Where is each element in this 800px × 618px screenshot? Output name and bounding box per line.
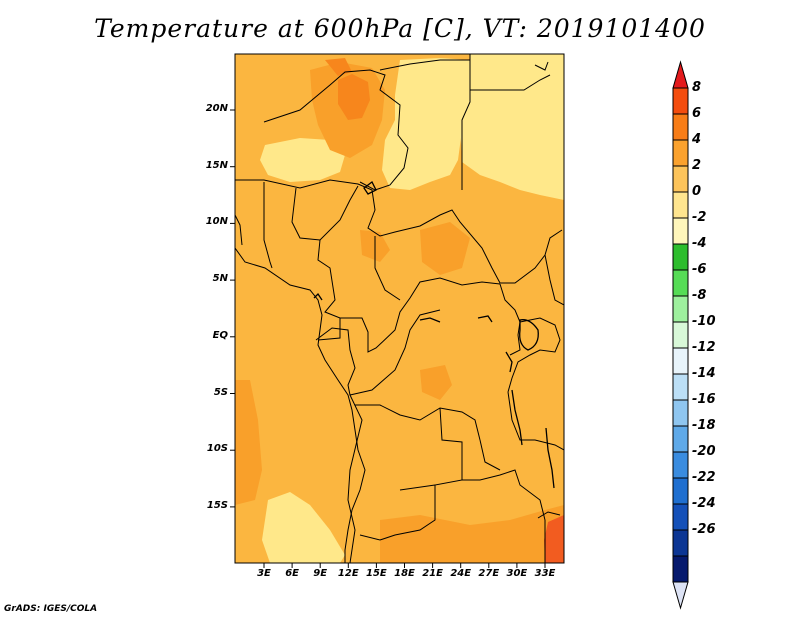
lat-label: EQ bbox=[212, 329, 228, 341]
field-region-warm bbox=[420, 222, 470, 275]
field-region-cool bbox=[382, 58, 470, 190]
colorbar-segment bbox=[672, 425, 689, 453]
lon-label: 21E bbox=[422, 568, 443, 579]
map-title: Temperature at 600hPa [C], VT: 201910140… bbox=[94, 14, 706, 43]
colorbar-label: 6 bbox=[692, 106, 702, 121]
lake-volta bbox=[313, 292, 323, 301]
colorbar bbox=[672, 60, 689, 610]
lat-label: 20N bbox=[205, 103, 228, 114]
lon-label: 24E bbox=[450, 568, 472, 579]
colorbar-segment bbox=[672, 555, 689, 583]
longitude-ticks bbox=[263, 563, 546, 568]
lat-label: 15N bbox=[205, 159, 228, 171]
lake-edward bbox=[505, 351, 513, 373]
colorbar-segment bbox=[672, 139, 689, 167]
map-frame bbox=[234, 53, 565, 564]
lon-label: 27E bbox=[478, 568, 500, 579]
colorbar-label: 4 bbox=[692, 132, 702, 147]
colorbar-segment bbox=[672, 295, 689, 323]
colorbar-segment bbox=[672, 399, 689, 427]
lat-label: 5N bbox=[212, 273, 228, 285]
lon-label: 3E bbox=[257, 568, 271, 579]
colorbar-segment bbox=[672, 243, 689, 271]
colorbar-segment bbox=[672, 269, 689, 297]
lake-victoria bbox=[519, 319, 539, 351]
colorbar-segment bbox=[672, 217, 689, 245]
grads-credit: GrADS: IGES/COLA bbox=[4, 604, 98, 614]
colorbar-segment bbox=[672, 165, 689, 193]
colorbar-label: -6 bbox=[692, 262, 707, 277]
field-region-cool bbox=[260, 138, 345, 182]
lon-label: 15E bbox=[366, 568, 387, 579]
colorbar-label: -18 bbox=[692, 418, 716, 433]
lake-tanganyika bbox=[511, 389, 523, 446]
colorbar-segment bbox=[672, 87, 689, 115]
colorbar-arrow-bottom bbox=[672, 581, 689, 610]
colorbar-segment bbox=[672, 191, 689, 219]
field-region-hot bbox=[338, 74, 370, 120]
lon-label: 12E bbox=[337, 568, 359, 579]
colorbar-segment bbox=[672, 113, 689, 141]
temperature-field bbox=[235, 54, 564, 563]
colorbar-label: 0 bbox=[692, 184, 702, 199]
lake-malawi bbox=[545, 427, 555, 489]
lake-mai-ndombe bbox=[419, 317, 441, 323]
colorbar-label: 2 bbox=[692, 158, 702, 173]
lat-label: 10S bbox=[206, 443, 228, 455]
coastline bbox=[235, 61, 561, 563]
colorbar-segment bbox=[672, 321, 689, 349]
colorbar-label: 8 bbox=[692, 80, 702, 95]
field-region-warm bbox=[420, 365, 452, 400]
colorbar-segment bbox=[672, 477, 689, 505]
colorbar-segment bbox=[672, 529, 689, 557]
colorbar-label: -2 bbox=[692, 210, 707, 225]
colorbar-segment bbox=[672, 347, 689, 375]
colorbar-segment bbox=[672, 503, 689, 531]
field-region-cool bbox=[262, 492, 345, 563]
lake-chad bbox=[363, 181, 377, 195]
colorbar-label: -12 bbox=[692, 340, 716, 355]
lat-label: 10N bbox=[205, 216, 228, 228]
lon-label: 18E bbox=[394, 568, 415, 579]
colorbar-segment bbox=[672, 451, 689, 479]
lon-label: 33E bbox=[534, 568, 556, 579]
colorbar-arrow-top bbox=[672, 60, 689, 89]
colorbar-label: -24 bbox=[692, 496, 716, 511]
lon-label: 30E bbox=[506, 568, 528, 579]
field-region-warm bbox=[235, 380, 262, 505]
colorbar-label: -14 bbox=[692, 366, 716, 381]
lon-label: 9E bbox=[313, 568, 328, 579]
colorbar-label: -26 bbox=[692, 522, 716, 537]
colorbar-label: -4 bbox=[692, 236, 707, 251]
colorbar-label: -10 bbox=[692, 314, 716, 329]
colorbar-segment bbox=[672, 373, 689, 401]
lat-label: 15S bbox=[206, 499, 228, 511]
lat-label: 5S bbox=[213, 386, 228, 398]
colorbar-label: -22 bbox=[692, 470, 716, 485]
field-region-hottest bbox=[544, 515, 564, 563]
lon-label: 6E bbox=[285, 568, 299, 579]
latitude-ticks bbox=[230, 109, 235, 508]
country-borders bbox=[235, 54, 564, 563]
lakes bbox=[313, 181, 555, 489]
colorbar-label: -8 bbox=[692, 288, 707, 303]
colorbar-label: -20 bbox=[692, 444, 716, 459]
field-region-warm bbox=[380, 505, 564, 563]
colorbar-label: -16 bbox=[692, 392, 716, 407]
lake-kivu bbox=[477, 315, 493, 323]
